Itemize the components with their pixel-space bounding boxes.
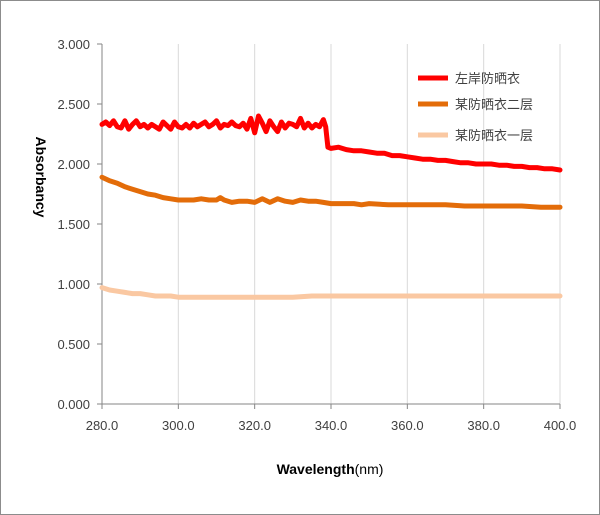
x-tick-label-0: 280.0	[86, 418, 119, 433]
x-tick-label-2: 320.0	[238, 418, 271, 433]
legend-entry-series-1: 左岸防晒衣	[418, 71, 520, 87]
y-tick-label-5: 2.500	[57, 97, 90, 112]
x-tick-label-5: 380.0	[467, 418, 500, 433]
y-tick-label-0: 0.000	[57, 397, 90, 412]
y-tick-label-4: 2.000	[57, 157, 90, 172]
series-line-3	[99, 285, 563, 300]
legend-label-series-2: 某防晒衣二层	[455, 97, 533, 113]
y-tick-label-6: 3.000	[57, 37, 90, 52]
x-tick-label-3: 340.0	[315, 418, 348, 433]
legend-entry-series-3: 某防晒衣一层	[418, 128, 533, 144]
x-tick-labels: 280.0 300.0 320.0 340.0 360.0 380.0 400.0	[86, 404, 577, 433]
x-axis-unit: (nm)	[355, 461, 384, 477]
y-tick-label-3: 1.500	[57, 217, 90, 232]
vertical-gridlines	[177, 44, 561, 404]
x-axis-label: Wavelength	[277, 461, 355, 477]
y-tick-labels: 0.000 0.500 1.000 1.500 2.000 2.500 3.000	[57, 37, 102, 412]
legend-label-series-3: 某防晒衣一层	[455, 128, 533, 144]
series-line-1	[99, 113, 563, 173]
y-tick-label-1: 0.500	[57, 337, 90, 352]
x-axis-title: Wavelength(nm)	[277, 461, 384, 477]
legend: 左岸防晒衣 某防晒衣二层 某防晒衣一层	[418, 71, 533, 144]
x-tick-label-1: 300.0	[162, 418, 195, 433]
series-lines	[99, 113, 563, 300]
legend-entry-series-2: 某防晒衣二层	[418, 97, 533, 113]
x-tick-label-6: 400.0	[544, 418, 577, 433]
y-axis-title: Absorbancy	[33, 137, 49, 218]
x-tick-label-4: 360.0	[391, 418, 424, 433]
y-tick-label-2: 1.000	[57, 277, 90, 292]
legend-label-series-1: 左岸防晒衣	[455, 71, 520, 87]
series-line-2	[99, 174, 563, 210]
